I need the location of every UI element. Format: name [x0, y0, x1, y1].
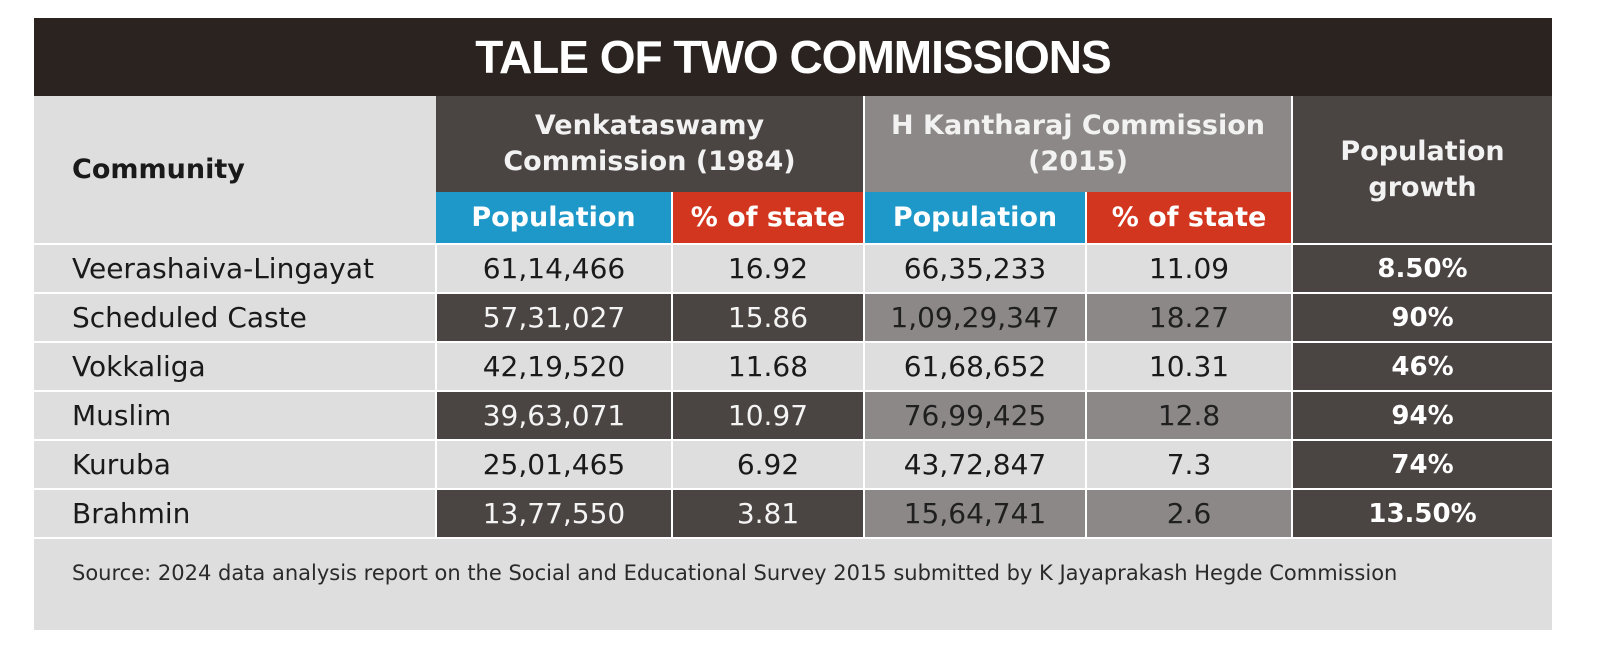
growth-cell: 74%: [1291, 440, 1553, 490]
v-population-cell: 61,14,466: [435, 244, 672, 294]
table-row: Muslim 39,63,071 10.97 76,99,425 12.8 94…: [34, 391, 1553, 441]
growth-cell: 90%: [1291, 293, 1553, 343]
growth-cell: 46%: [1291, 342, 1553, 392]
table-row: Veerashaiva-Lingayat 61,14,466 16.92 66,…: [34, 244, 1553, 294]
v-pct-cell: 15.86: [671, 293, 864, 343]
growth-cell: 8.50%: [1291, 244, 1553, 294]
v-pct-cell: 6.92: [671, 440, 864, 490]
growth-cell: 13.50%: [1291, 489, 1553, 539]
source-note: Source: 2024 data analysis report on the…: [72, 561, 1398, 585]
k-population-cell: 66,35,233: [863, 244, 1086, 294]
v-population-cell: 39,63,071: [435, 391, 672, 441]
v-population-cell: 13,77,550: [435, 489, 672, 539]
k-population-cell: 61,68,652: [863, 342, 1086, 392]
community-cell: Vokkaliga: [34, 342, 436, 392]
community-cell: Brahmin: [34, 489, 436, 539]
header-v-population: Population: [436, 192, 672, 245]
header-kantharaj-line1: H Kantharaj Commission: [891, 110, 1265, 141]
growth-cell: 94%: [1291, 391, 1553, 441]
header-growth-line1: Population: [1340, 135, 1505, 167]
community-cell: Veerashaiva-Lingayat: [34, 244, 436, 294]
k-pct-cell: 10.31: [1084, 342, 1293, 392]
table-row: Kuruba 25,01,465 6.92 43,72,847 7.3 74%: [34, 440, 1553, 490]
k-pct-cell: 11.09: [1084, 244, 1293, 294]
header-kantharaj-line2: (2015): [1028, 146, 1128, 177]
k-pct-cell: 7.3: [1084, 440, 1293, 490]
v-population-cell: 25,01,465: [435, 440, 672, 490]
header-kantharaj: H Kantharaj Commission (2015): [862, 96, 1293, 192]
k-pct-cell: 12.8: [1084, 391, 1293, 441]
k-pct-cell: 18.27: [1084, 293, 1293, 343]
header-venkataswamy: Venkataswamy Commission (1984): [436, 96, 864, 192]
header-k-pct-state: % of state: [1084, 192, 1293, 245]
community-cell: Scheduled Caste: [34, 293, 436, 343]
v-population-cell: 57,31,027: [435, 293, 672, 343]
v-population-cell: 42,19,520: [435, 342, 672, 392]
k-population-cell: 43,72,847: [863, 440, 1086, 490]
v-pct-cell: 3.81: [671, 489, 864, 539]
v-pct-cell: 10.97: [671, 391, 864, 441]
header-v-pct-state: % of state: [671, 192, 864, 245]
header-community: Community: [34, 96, 436, 245]
v-pct-cell: 16.92: [671, 244, 864, 294]
header-venkataswamy-line2: Commission (1984): [503, 146, 796, 177]
community-cell: Kuruba: [34, 440, 436, 490]
table-title: TALE OF TWO COMMISSIONS: [34, 18, 1552, 96]
header-growth: Population growth: [1291, 96, 1553, 245]
k-population-cell: 1,09,29,347: [863, 293, 1086, 343]
table-row: Scheduled Caste 57,31,027 15.86 1,09,29,…: [34, 293, 1553, 343]
table-row: Brahmin 13,77,550 3.81 15,64,741 2.6 13.…: [34, 489, 1553, 539]
header-k-population: Population: [863, 192, 1086, 245]
infographic-card: TALE OF TWO COMMISSIONS Community Venkat…: [34, 18, 1553, 630]
community-cell: Muslim: [34, 391, 436, 441]
k-population-cell: 15,64,741: [863, 489, 1086, 539]
v-pct-cell: 11.68: [671, 342, 864, 392]
k-pct-cell: 2.6: [1084, 489, 1293, 539]
k-population-cell: 76,99,425: [863, 391, 1086, 441]
commission-table: Community Venkataswamy Commission (1984)…: [34, 96, 1553, 539]
header-venkataswamy-line1: Venkataswamy: [534, 110, 765, 141]
table-row: Vokkaliga 42,19,520 11.68 61,68,652 10.3…: [34, 342, 1553, 392]
header-growth-line2: growth: [1368, 171, 1477, 203]
